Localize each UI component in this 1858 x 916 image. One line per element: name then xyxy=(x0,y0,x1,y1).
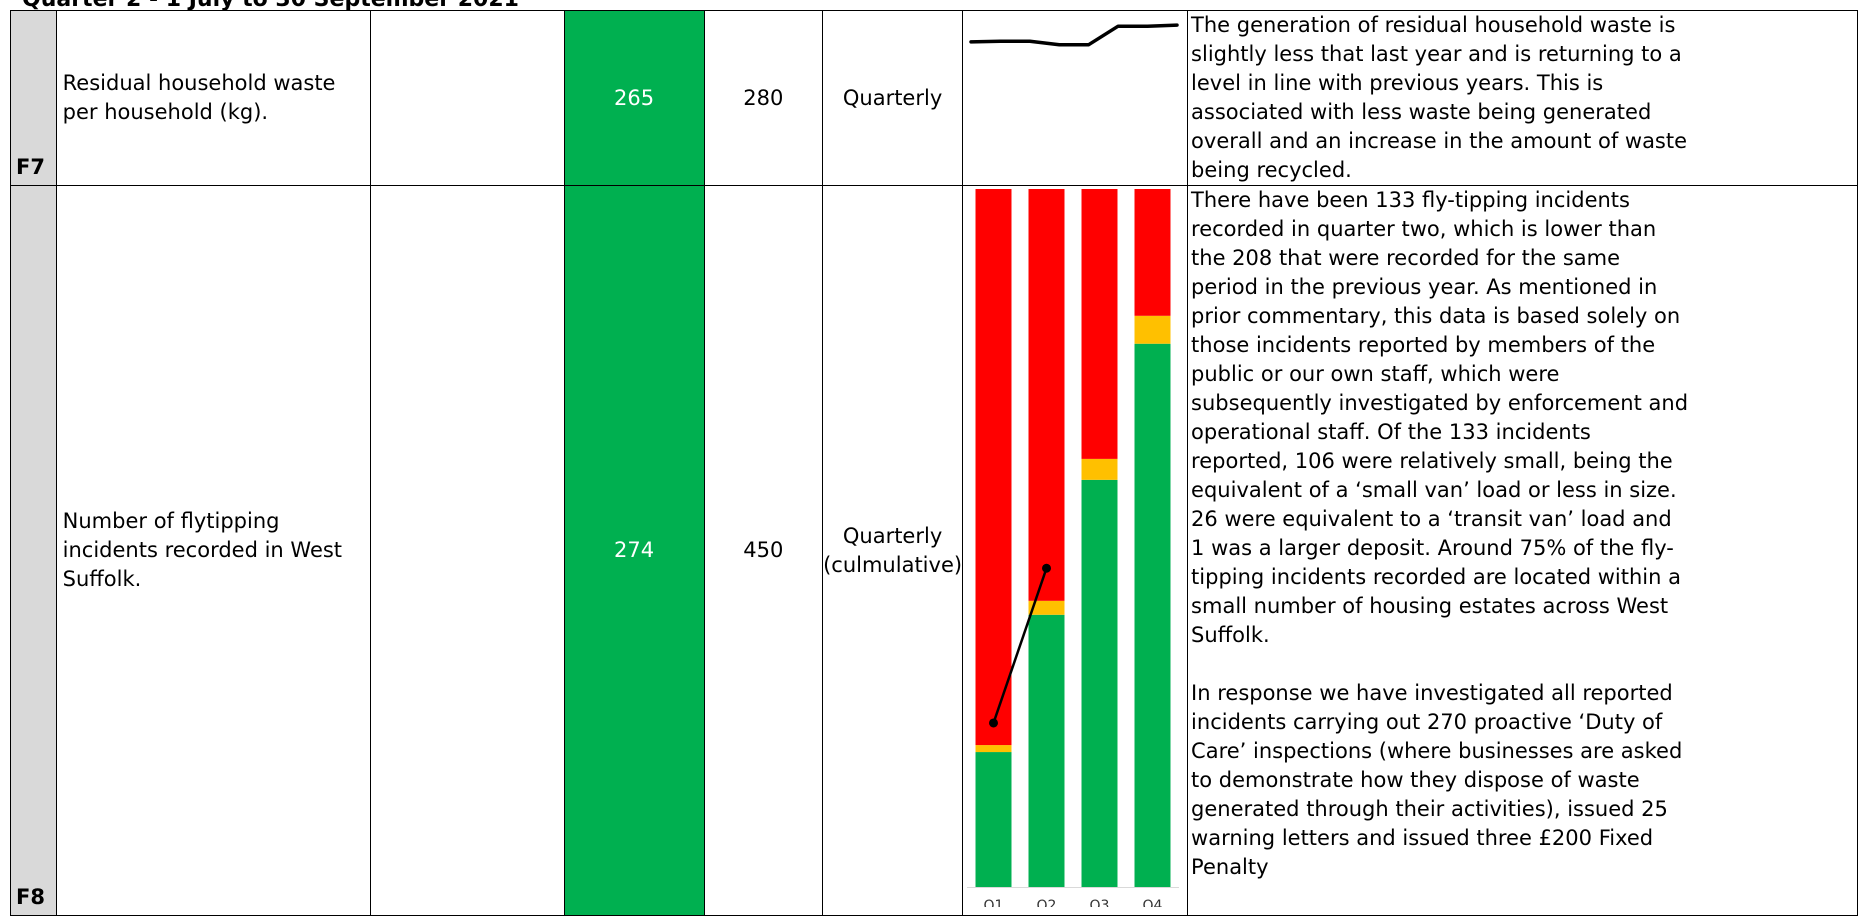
indicator-code: F7 xyxy=(10,10,57,186)
blank-cell xyxy=(369,185,565,916)
commentary-text: In response we have investigated all rep… xyxy=(1191,681,1683,879)
actual-value: 265 xyxy=(563,10,705,186)
bar-segment-q3-0 xyxy=(1081,479,1118,887)
bar-segment-q2-1 xyxy=(1028,600,1065,615)
blank-cell xyxy=(369,10,565,186)
target-value: 450 xyxy=(703,185,824,916)
table-row: F7 Residual household waste per househol… xyxy=(10,10,1858,186)
bar-segment-q4-1 xyxy=(1134,315,1171,344)
x-tick-label: Q1 xyxy=(984,898,1004,907)
bar-segment-q3-2 xyxy=(1081,189,1118,459)
commentary-cell: There have been 133 fly-tipping incident… xyxy=(1187,185,1858,916)
commentary-cell: The generation of residual household was… xyxy=(1187,10,1858,186)
commentary-text: The generation of residual household was… xyxy=(1191,13,1688,182)
trend-chart-cell xyxy=(962,10,1189,186)
bar-segment-q2-2 xyxy=(1028,189,1065,601)
bar-segment-q3-1 xyxy=(1081,458,1118,480)
x-tick-label: Q4 xyxy=(1143,898,1163,907)
page-title: Quarter 2 - 1 July to 30 September 2021 xyxy=(22,0,519,12)
performance-table: F7 Residual household waste per househol… xyxy=(10,10,1858,916)
trend-chart-cell: Q1 Q2 Q3 Q4 xyxy=(962,185,1189,916)
target-value: 280 xyxy=(703,10,824,186)
indicator-code: F8 xyxy=(10,185,57,916)
bar-segment-q1-0 xyxy=(975,752,1012,887)
x-tick-label: Q2 xyxy=(1037,898,1057,907)
reporting-frequency: Quarterly (culmulative) xyxy=(822,185,964,916)
reporting-frequency: Quarterly xyxy=(822,10,964,186)
sparkline-series xyxy=(969,23,1179,47)
overlay-point xyxy=(1042,563,1052,573)
overlay-point xyxy=(989,718,999,728)
bar-segment-q4-2 xyxy=(1134,189,1171,316)
bar-segment-q4-0 xyxy=(1134,343,1171,887)
trend-sparkline xyxy=(969,23,1179,47)
bar-segment-q1-2 xyxy=(975,189,1012,746)
table-row: F8 Number of flytipping incidents record… xyxy=(10,185,1858,916)
measure-description: Number of flytipping incidents recorded … xyxy=(55,185,371,916)
bar-segment-q2-0 xyxy=(1028,614,1065,887)
x-tick-label: Q3 xyxy=(1090,898,1110,907)
measure-description: Residual household waste per household (… xyxy=(55,10,371,186)
actual-value: 274 xyxy=(563,185,705,916)
commentary-text: There have been 133 fly-tipping incident… xyxy=(1191,188,1689,647)
bar-segment-q1-1 xyxy=(975,745,1012,753)
stacked-bar-chart: Q1 Q2 Q3 Q4 xyxy=(967,189,1180,914)
overlay-line xyxy=(992,567,1048,724)
